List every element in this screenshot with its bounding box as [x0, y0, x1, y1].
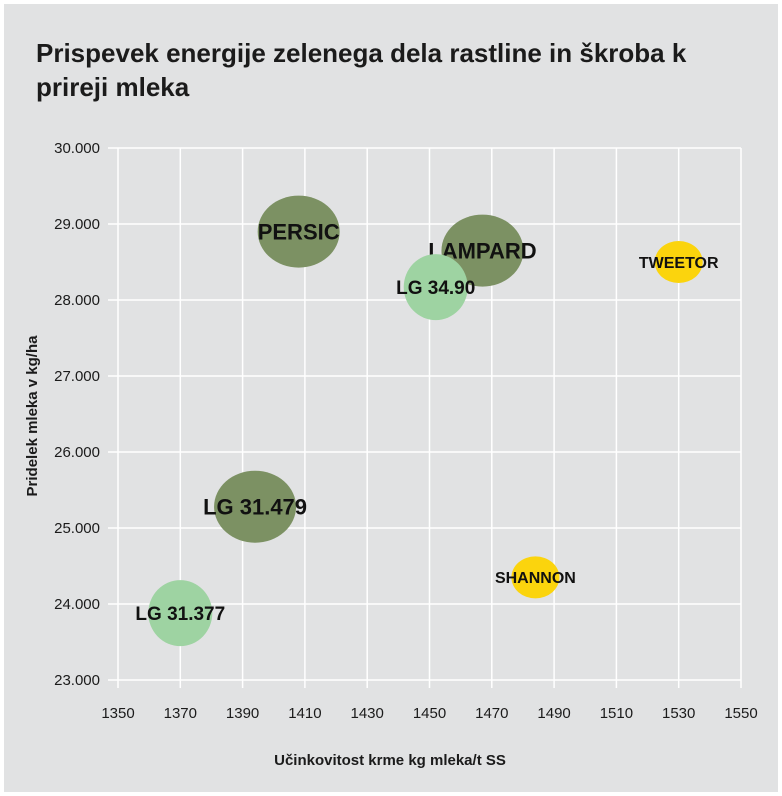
y-axis-label: Pridelek mleka v kg/ha [24, 335, 41, 497]
x-tick-label: 1530 [662, 705, 695, 722]
y-tick-label: 24.000 [54, 596, 100, 613]
point-label-shannon: SHANNON [495, 570, 576, 587]
y-tick-label: 25.000 [54, 520, 100, 537]
y-tick-label: 29.000 [54, 216, 100, 233]
x-axis-label: Učinkovitost krme kg mleka/t SS [274, 752, 506, 769]
point-label-lg-34-90: LG 34.90 [396, 278, 475, 299]
y-tick-label: 30.000 [54, 140, 100, 157]
x-tick-label: 1410 [288, 705, 321, 722]
x-tick-label: 1350 [101, 705, 134, 722]
point-lg-31-377 [148, 580, 213, 647]
point-label-persic: PERSIC [258, 220, 340, 245]
point-label-lg-31-377: LG 31.377 [135, 604, 225, 625]
x-tick-label: 1430 [351, 705, 384, 722]
x-tick-label: 1450 [413, 705, 446, 722]
point-lg-31-479 [214, 470, 297, 543]
x-tick-label: 1390 [226, 705, 259, 722]
chart-panel [4, 4, 778, 792]
point-lg-34-90 [403, 254, 468, 321]
grid [108, 147, 742, 688]
y-tick-label: 27.000 [54, 368, 100, 385]
point-label-tweetor: TWEETOR [639, 255, 719, 272]
x-axis-ticks: 1350 1370 1390 1410 1430 1450 1470 1490 1510 1530… [101, 705, 757, 722]
chart-title: Prispevek energije zelenega dela rastlin… [36, 38, 687, 102]
point-tweetor [654, 241, 703, 283]
x-tick-label: 1370 [164, 705, 197, 722]
point-shannon [511, 556, 560, 599]
point-persic [257, 195, 340, 268]
x-tick-label: 1510 [600, 705, 633, 722]
y-tick-label: 26.000 [54, 444, 100, 461]
y-tick-label: 28.000 [54, 292, 100, 309]
y-axis-ticks: 23.000 24.000 25.000 26.000 27.000 28.000 29.0… [54, 140, 100, 689]
point-label-lg-31-479: LG 31.479 [203, 495, 307, 520]
x-tick-label: 1470 [475, 705, 508, 722]
x-tick-label: 1490 [537, 705, 570, 722]
x-tick-label: 1550 [724, 705, 757, 722]
y-tick-label: 23.000 [54, 672, 100, 689]
